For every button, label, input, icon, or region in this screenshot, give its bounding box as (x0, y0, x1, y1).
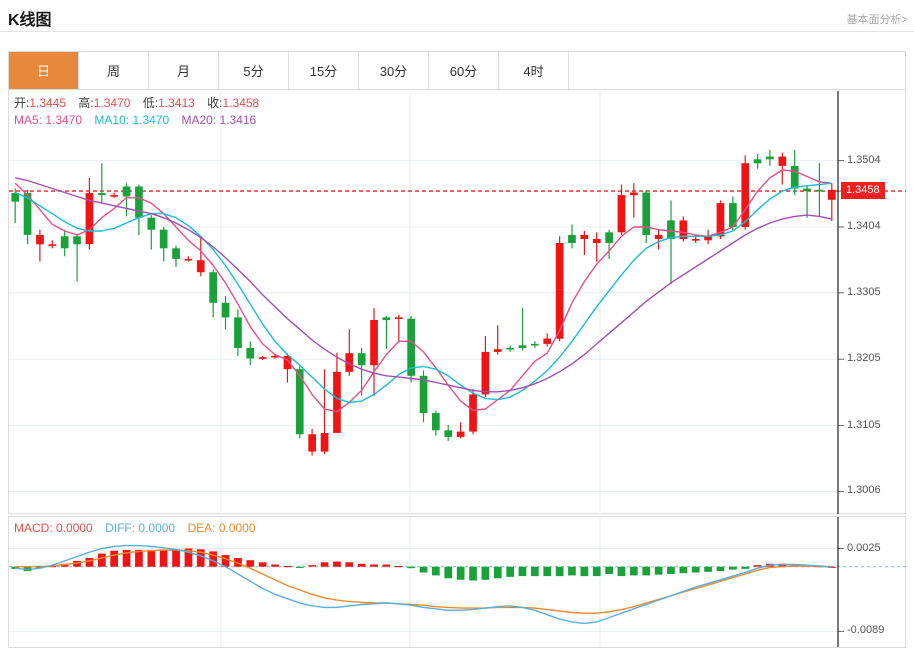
tab-15min[interactable]: 15分 (289, 52, 359, 89)
fundamental-analysis-link[interactable]: 基本面分析> (846, 14, 908, 26)
ma5-line (14, 169, 832, 413)
timeframe-tabbar: 日 周 月 5分 15分 30分 60分 4时 (8, 51, 906, 90)
tab-30min[interactable]: 30分 (359, 52, 429, 89)
dea-line (15, 549, 832, 614)
macd-histogram (11, 548, 836, 581)
tab-4hour[interactable]: 4时 (499, 52, 569, 89)
tab-day[interactable]: 日 (9, 52, 79, 89)
ma20-line (15, 177, 832, 393)
candlestick-series (11, 150, 836, 456)
tabbar-filler (569, 52, 905, 89)
tab-month[interactable]: 月 (149, 52, 219, 89)
page-title: K线图 (8, 12, 52, 29)
tab-week[interactable]: 周 (79, 52, 149, 89)
tab-60min[interactable]: 60分 (429, 52, 499, 89)
diff-line (15, 544, 832, 625)
macd-chart-panel (8, 516, 906, 648)
page-header: K线图 基本面分析> (0, 0, 914, 32)
tab-5min[interactable]: 5分 (219, 52, 289, 89)
header-divider (0, 31, 914, 32)
